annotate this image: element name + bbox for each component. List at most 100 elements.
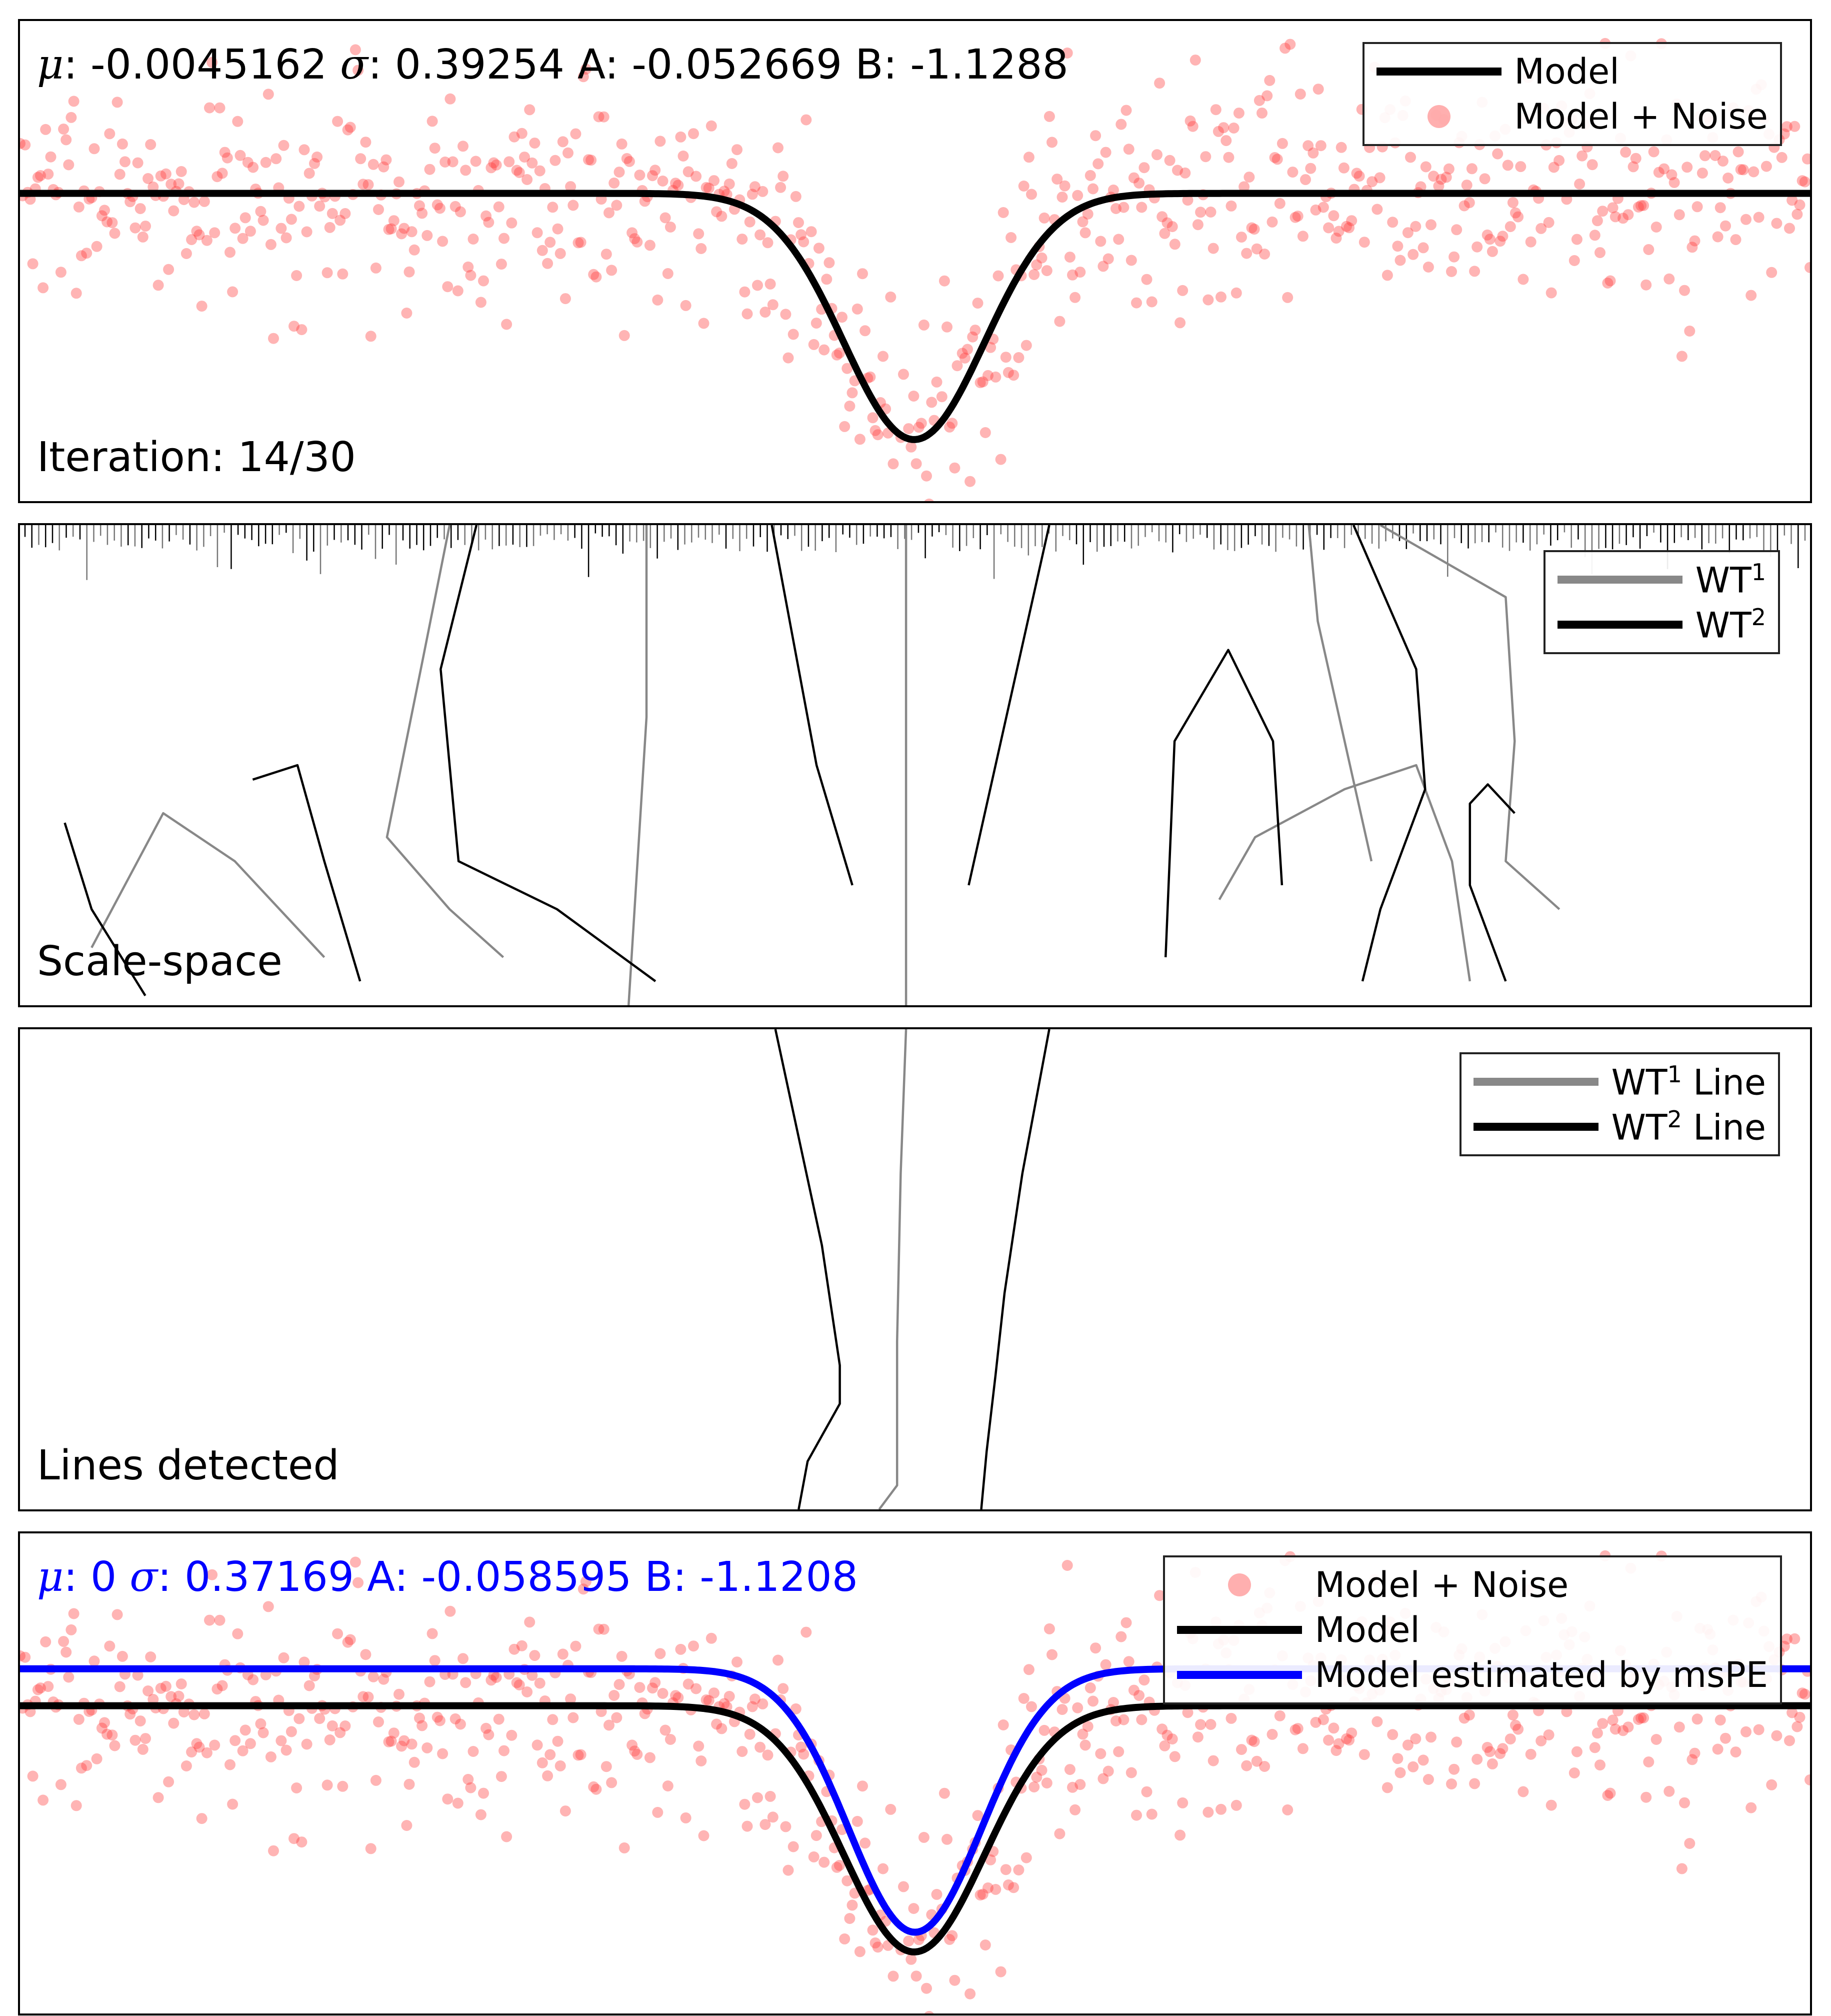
data-point [924,498,934,501]
data-point [1402,227,1414,239]
model-curve [20,1702,1810,1955]
ridge-line [1218,764,1472,982]
data-point [55,1779,66,1790]
data-point [578,71,589,83]
data-point [946,418,958,429]
data-point [757,186,768,197]
data-point [212,171,223,183]
data-point [872,429,884,441]
data-point [529,138,540,149]
data-point [337,268,348,280]
data-point [1387,1729,1398,1740]
data-point [1006,232,1017,243]
ridge-line [770,525,854,886]
data-point [746,189,758,200]
data-point [470,156,482,167]
data-point [1799,1688,1810,1700]
data-point [227,1798,238,1810]
data-point [680,300,692,311]
data-point [906,1953,917,1965]
data-point [258,1727,269,1738]
data-point [1226,1712,1237,1724]
data-point [465,270,476,281]
data-point [1274,1710,1286,1721]
data-point [1031,259,1042,271]
data-point [664,1734,676,1745]
data-point [767,299,778,311]
data-point [1146,296,1158,308]
data-point [772,1654,784,1666]
data-point [583,154,594,166]
data-point [1315,140,1326,152]
data-point [1038,212,1050,224]
data-point [1220,135,1232,147]
data-point [821,274,832,285]
data-point [1020,340,1032,351]
data-point [230,1735,241,1746]
data-point [408,1756,420,1768]
data-point [493,1713,504,1725]
data-point [406,1738,418,1750]
data-point [20,1651,31,1663]
sigma-symbol: σ [340,41,368,89]
data-point [38,282,49,294]
data-point [1126,1767,1137,1778]
data-point [1152,149,1162,161]
data-point [606,1777,618,1788]
data-point [598,111,610,123]
data-point [404,1778,415,1790]
data-point [142,173,154,184]
data-point [60,134,72,146]
ridge-line [1468,783,1516,982]
data-point [334,215,346,226]
data-point [230,223,241,234]
data-point [1746,1802,1757,1813]
data-point [73,201,84,213]
data-point [383,224,394,235]
scale-space-label: Scale-space [37,938,282,985]
data-point [1333,226,1344,237]
data-point [985,342,996,353]
data-point [186,1746,198,1758]
data-point [314,1713,326,1724]
data-point [910,1970,922,1982]
data-point [532,227,543,239]
ridge-line [64,822,146,996]
data-point [690,171,702,182]
data-point [536,1757,548,1768]
data-point [1482,229,1493,241]
data-point [985,1854,996,1865]
legend-item-wt2: WT2 [1557,602,1766,647]
data-point [1318,1714,1329,1725]
legend-label: Model estimated by msPE [1314,1654,1768,1695]
data-point [1084,1682,1096,1693]
data-point [618,330,630,341]
data-point [644,240,656,251]
data-point [480,1722,492,1734]
data-point [301,226,312,238]
data-point [552,223,564,235]
data-point [191,226,202,237]
data-point [634,170,646,181]
data-point [1650,1734,1662,1745]
data-point [775,182,786,193]
data-point [1074,267,1086,278]
data-point [32,1684,44,1695]
data-point [1290,212,1301,223]
data-point [808,339,820,350]
data-point [398,223,410,234]
data-point [1300,174,1311,186]
data-point [762,1749,774,1761]
data-point [1156,1723,1168,1735]
data-point [191,1738,202,1749]
data-point [1504,221,1516,233]
data-point [1154,78,1166,89]
data-point [1134,1690,1145,1701]
data-point [844,401,856,412]
data-point [1266,216,1278,228]
data-point [442,281,454,293]
data-point [1312,84,1324,95]
data-point [1174,1829,1186,1841]
data-point [460,1677,472,1688]
data-point [550,155,561,166]
